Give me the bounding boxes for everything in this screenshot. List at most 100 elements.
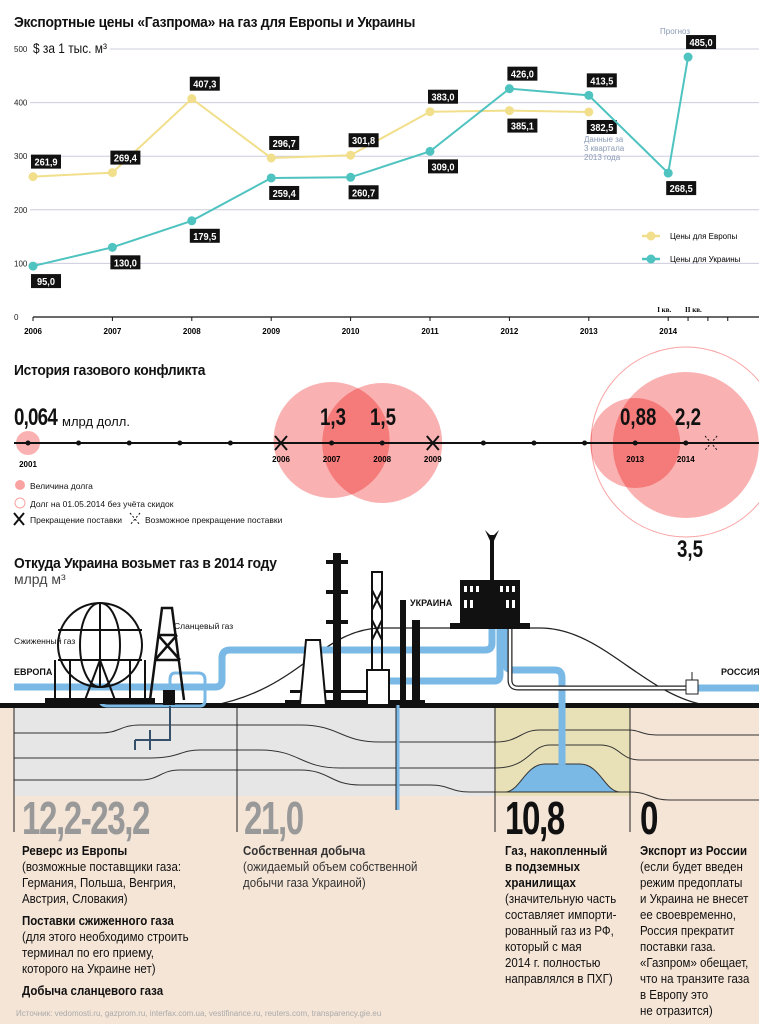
debt-2014-value: 2,2 [675, 404, 702, 431]
debt-2013-value: 0,88 [620, 404, 657, 431]
value-russia-export: 0 [640, 792, 658, 844]
data-point [663, 168, 673, 178]
year-label: 2006 [272, 455, 290, 464]
note-label: Данные за [584, 135, 624, 144]
data-point [425, 107, 435, 117]
label-europe: ЕВРОПА [14, 667, 53, 677]
col-own-text: Собственная добыча (ожидаемый объем собс… [243, 844, 418, 890]
data-label: 179,5 [193, 231, 217, 243]
debt-2007-value: 1,3 [320, 404, 347, 431]
year-label: 2013 [626, 455, 644, 464]
debt-2008-value: 1,5 [370, 404, 397, 431]
year-label: 2007 [323, 455, 341, 464]
x-tick-label: 2014 [659, 327, 677, 336]
data-label: 382,5 [590, 122, 614, 134]
note-label: 2013 года [584, 153, 621, 162]
note-label: 3 квартала [584, 144, 625, 153]
year-dot [177, 440, 183, 446]
data-label: 130,0 [114, 258, 138, 270]
legend-possible-stop-icon [129, 512, 141, 526]
source-note: Источник: vedomosti.ru, gazprom.ru, inte… [16, 1009, 382, 1018]
data-point [107, 242, 117, 252]
data-label: 383,0 [431, 92, 455, 104]
debt-2001-value: 0,064 [14, 404, 58, 431]
year-label: 2009 [424, 455, 442, 464]
data-label-bg [686, 35, 717, 50]
col-russia-text: Экспорт из России (если будет введен режи… [640, 844, 750, 1018]
data-label-bg [507, 66, 538, 81]
x-tick-label: 2011 [421, 327, 439, 336]
data-label-bg [31, 274, 61, 289]
possible-stop-icon [704, 435, 718, 451]
data-label-bg [110, 150, 141, 165]
data-label: 309,0 [431, 162, 455, 174]
year-label: 2014 [677, 455, 695, 464]
data-label-bg [269, 185, 300, 200]
data-point [187, 94, 197, 104]
data-label: 413,5 [590, 76, 614, 88]
data-point [346, 172, 356, 182]
data-label: 259,4 [273, 188, 297, 200]
data-point [504, 106, 514, 116]
quarter-label: II кв. [685, 306, 702, 314]
quarter-label: I кв. [657, 306, 671, 314]
forecast-label: Прогноз [660, 27, 690, 36]
data-label-bg [31, 154, 61, 169]
x-tick-label: 2007 [104, 327, 122, 336]
legend-marker [646, 254, 656, 264]
data-point [266, 173, 276, 183]
year-dot [227, 440, 233, 446]
label-lng: Сжиженный газ [14, 636, 76, 646]
data-label-bg [586, 119, 617, 134]
year-dot [683, 440, 689, 446]
data-point [28, 172, 38, 182]
legend-undiscounted-swatch [14, 497, 26, 509]
col-europe-text: Реверс из Европы (возможные поставщики г… [22, 844, 189, 998]
data-point [187, 216, 197, 226]
data-label: 269,4 [114, 153, 138, 165]
x-tick-label: 2012 [501, 327, 519, 336]
year-dot [531, 440, 537, 446]
data-point [584, 90, 594, 100]
data-label-bg [586, 73, 617, 88]
conflict-title: История газового конфликта [14, 362, 206, 379]
data-label: 95,0 [37, 277, 55, 289]
data-point [425, 146, 435, 156]
legend-stop: Прекращение поставки [30, 515, 122, 525]
legend-marker [646, 231, 656, 241]
x-tick-label: 2010 [342, 327, 360, 336]
supply-stop-icon [274, 435, 288, 451]
data-point [346, 150, 356, 160]
data-point [683, 52, 693, 62]
data-label: 296,7 [273, 138, 297, 150]
legend-debt: Величина долга [30, 481, 93, 491]
legend-label: Цены для Украины [670, 255, 741, 264]
x-tick-label: 2013 [580, 327, 598, 336]
data-label-bg [189, 228, 220, 243]
data-label: 268,5 [670, 184, 694, 196]
x-tick-label: 2009 [262, 327, 280, 336]
year-dot [126, 440, 132, 446]
year-dot [632, 440, 638, 446]
data-point [107, 168, 117, 178]
x-tick-label: 2008 [183, 327, 201, 336]
y-tick-label: 400 [14, 99, 28, 108]
y-tick-label: 200 [14, 206, 28, 215]
value-storage: 10,8 [505, 792, 565, 844]
debt-timeline: 2001 2006 2007 2008 2009 2013 2014 [13, 346, 759, 538]
year-label: 2008 [373, 455, 391, 464]
year-dot [480, 440, 486, 446]
x-tick-label: 2006 [24, 327, 42, 336]
legend-possible-stop: Возможное прекращение поставки [145, 515, 283, 525]
legend-debt-swatch [15, 480, 25, 490]
value-europe-reverse: 12,2-23,2 [22, 792, 150, 844]
data-label-bg [666, 181, 697, 196]
data-label-bg [507, 118, 538, 133]
year-dot [25, 440, 31, 446]
year-dot [582, 440, 588, 446]
legend-stop-icon [13, 512, 25, 526]
legend-debt-undiscounted: Долг на 01.05.2014 без учёта скидок [30, 499, 174, 509]
label-ukraine: УКРАИНА [410, 598, 453, 608]
data-label: 260,7 [352, 188, 376, 200]
